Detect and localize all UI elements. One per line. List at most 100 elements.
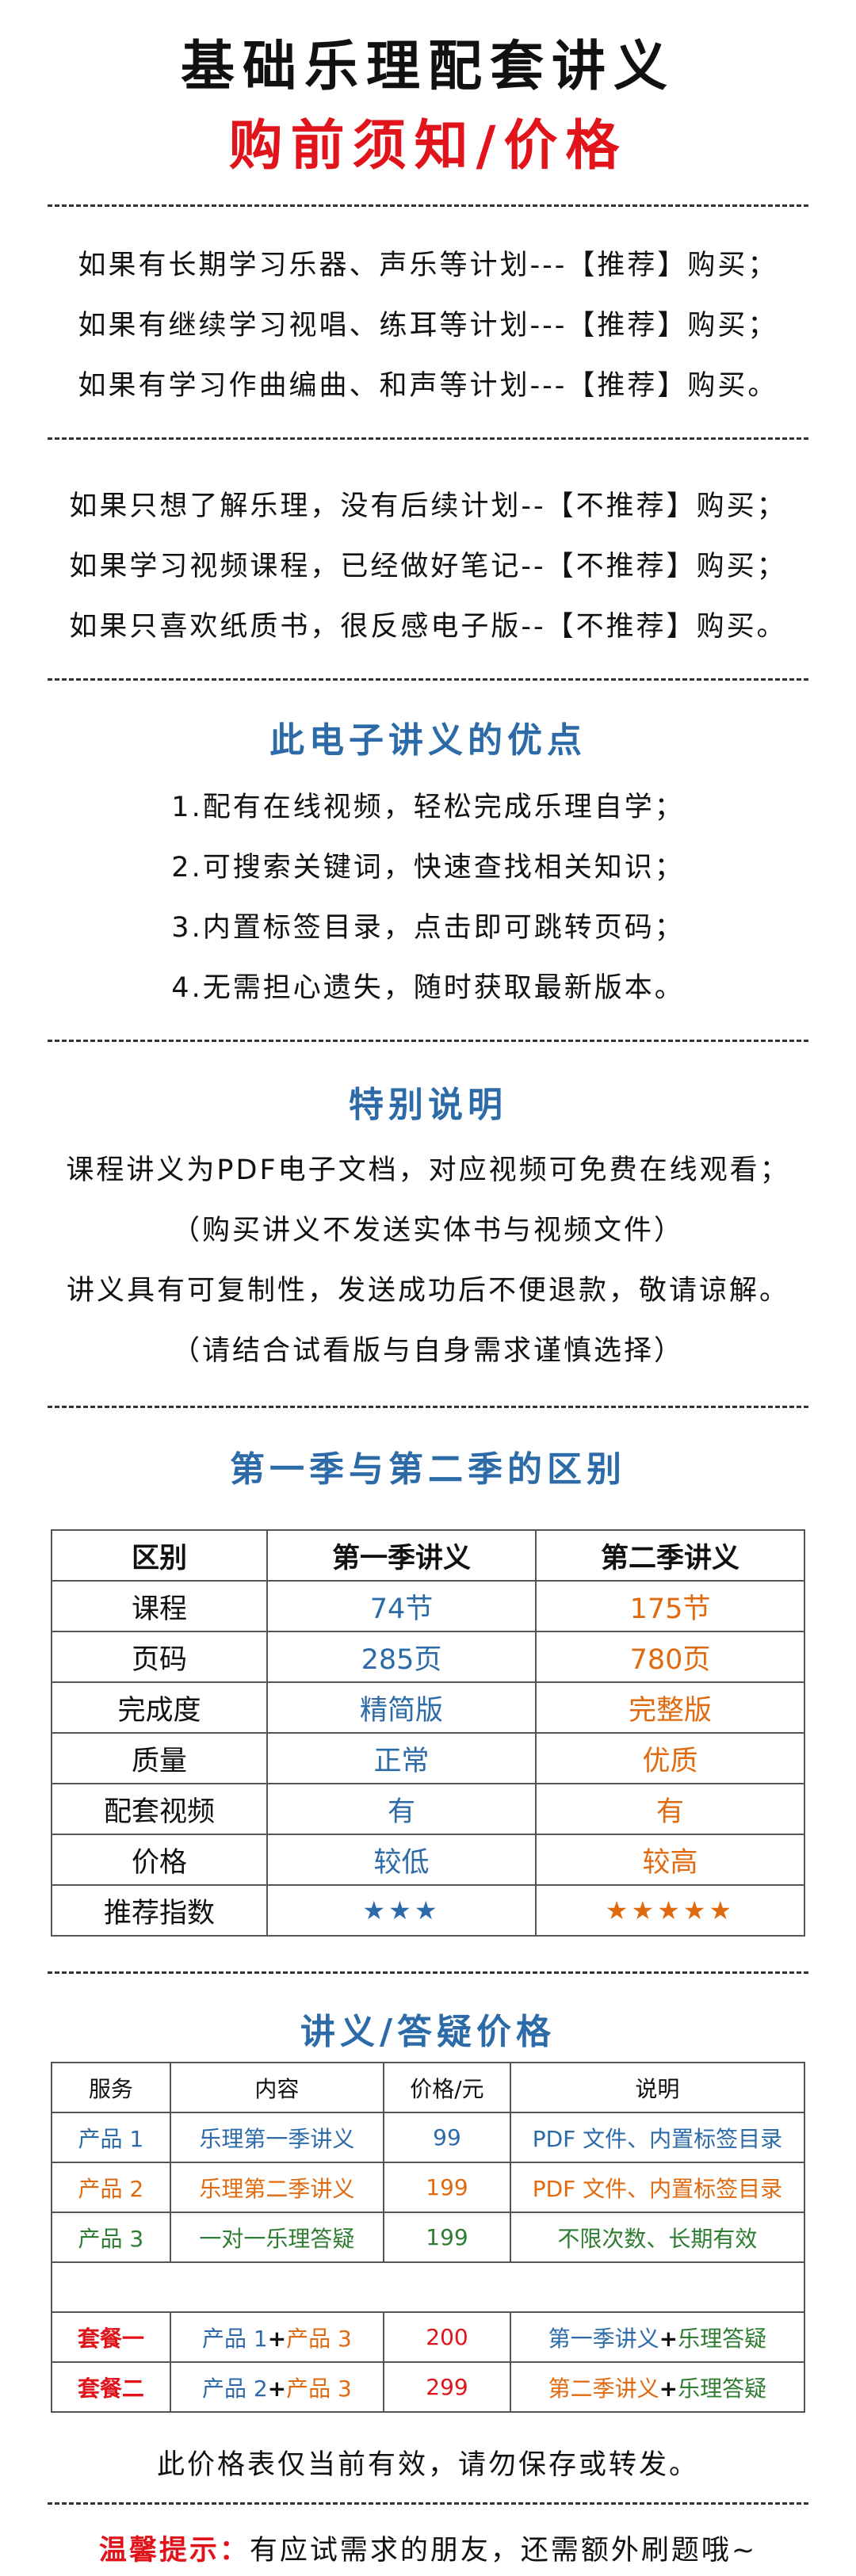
header-cell: 内容 <box>169 2062 385 2113</box>
table-row: 套餐一 产品 1+产品 3 200 第一季讲义+乐理答疑 <box>51 2311 806 2363</box>
bundle-desc: 第一季讲义+乐理答疑 <box>509 2311 806 2363</box>
plus-sign: + <box>659 2325 678 2352</box>
row-label: 配套视频 <box>51 1783 268 1835</box>
bundle-price: 200 <box>383 2311 511 2363</box>
season2-cell: 较高 <box>534 1834 806 1886</box>
bundle-desc-b: 乐理答疑 <box>678 2375 767 2402</box>
season2-cell: 780页 <box>534 1631 806 1683</box>
header-cell: 服务 <box>51 2062 171 2113</box>
plus-sign: + <box>267 2325 287 2352</box>
table-spacer-row <box>51 2261 805 2313</box>
tip-line: 温馨提示：有应试需求的朋友，还需额外刷题哦~ <box>0 2528 856 2568</box>
season1-cell: 74节 <box>266 1580 537 1632</box>
product-name: 产品 2 <box>51 2162 171 2213</box>
header-cell: 第一季讲义 <box>266 1529 537 1582</box>
product-price: 199 <box>383 2162 511 2213</box>
bundle-product-b: 产品 3 <box>286 2375 352 2402</box>
season2-cell: 有 <box>534 1783 806 1835</box>
bundle-desc: 第二季讲义+乐理答疑 <box>509 2361 806 2413</box>
product-desc: 不限次数、长期有效 <box>509 2212 806 2263</box>
page-title: 基础乐理配套讲义 <box>180 36 675 98</box>
special-item: （购买讲义不发送实体书与视频文件） <box>171 1215 684 1246</box>
divider <box>48 204 808 207</box>
tip-text: 有应试需求的朋友，还需额外刷题哦~ <box>249 2535 758 2566</box>
divider <box>48 1406 808 1408</box>
divider <box>48 437 808 440</box>
bundle-name: 套餐二 <box>51 2361 171 2413</box>
pricing-table: 服务 内容 价格/元 说明 产品 1 乐理第一季讲义 99 PDF 文件、内置标… <box>51 2062 806 2413</box>
product-content: 一对一乐理答疑 <box>169 2212 385 2263</box>
plus-sign: + <box>659 2375 678 2402</box>
bundle-desc-a: 第一季讲义 <box>548 2325 659 2352</box>
advantage-item: 4.无需担心遗失，随时获取最新版本。 <box>171 972 685 1004</box>
bundle-product-a: 产品 2 <box>201 2375 268 2402</box>
recommend-line: 如果有长期学习乐器、声乐等计划---【推荐】购买； <box>78 250 778 281</box>
season2-cell: 175节 <box>534 1580 806 1632</box>
header-cell: 第二季讲义 <box>534 1529 806 1582</box>
divider <box>48 1040 808 1042</box>
row-label: 完成度 <box>51 1681 268 1734</box>
bundle-product-b: 产品 3 <box>286 2325 352 2352</box>
special-item: （请结合试看版与自身需求谨慎选择） <box>171 1335 684 1367</box>
bundle-desc-a: 第二季讲义 <box>548 2375 659 2402</box>
table-header-row: 服务 内容 价格/元 说明 <box>51 2062 806 2113</box>
advantage-item: 1.配有在线视频，轻松完成乐理自学； <box>171 792 685 823</box>
header-cell: 价格/元 <box>383 2062 511 2113</box>
bundle-name: 套餐一 <box>51 2311 171 2363</box>
table-row: 产品 1 乐理第一季讲义 99 PDF 文件、内置标签目录 <box>51 2112 806 2163</box>
not-recommend-line: 如果只喜欢纸质书，很反感电子版--【不推荐】购买。 <box>69 611 787 643</box>
product-name: 产品 3 <box>51 2212 171 2263</box>
season1-cell: 285页 <box>266 1631 537 1683</box>
compare-heading: 第一季与第二季的区别 <box>230 1449 626 1490</box>
table-row: 价格 较低 较高 <box>51 1834 806 1886</box>
bundle-desc-b: 乐理答疑 <box>678 2325 767 2352</box>
season2-stars: ★★★★★ <box>534 1884 806 1937</box>
bundle-product-a: 产品 1 <box>201 2325 268 2352</box>
page-subtitle: 购前须知/价格 <box>228 115 628 177</box>
recommend-line: 如果有学习作曲编曲、和声等计划---【推荐】购买。 <box>78 370 778 402</box>
advantage-item: 2.可搜索关键词，快速查找相关知识； <box>171 852 685 883</box>
table-row: 配套视频 有 有 <box>51 1783 806 1835</box>
product-content: 乐理第一季讲义 <box>169 2112 385 2163</box>
product-content: 乐理第二季讲义 <box>169 2162 385 2213</box>
product-desc: PDF 文件、内置标签目录 <box>509 2112 806 2163</box>
table-row: 质量 正常 优质 <box>51 1732 806 1784</box>
table-row: 产品 2 乐理第二季讲义 199 PDF 文件、内置标签目录 <box>51 2162 806 2213</box>
table-header-row: 区别 第一季讲义 第二季讲义 <box>51 1529 806 1582</box>
product-desc: PDF 文件、内置标签目录 <box>509 2162 806 2213</box>
row-label: 页码 <box>51 1631 268 1683</box>
season2-cell: 完整版 <box>534 1681 806 1734</box>
row-label: 价格 <box>51 1834 268 1886</box>
row-label: 课程 <box>51 1580 268 1632</box>
bundle-content: 产品 1+产品 3 <box>169 2311 385 2363</box>
divider <box>48 678 808 681</box>
season2-cell: 优质 <box>534 1732 806 1784</box>
special-item: 讲义具有可复制性，发送成功后不便退款，敬请谅解。 <box>66 1275 789 1307</box>
pricing-heading: 讲义/答疑价格 <box>300 2012 556 2052</box>
row-label: 质量 <box>51 1732 268 1784</box>
header-cell: 区别 <box>51 1529 268 1582</box>
header-cell: 说明 <box>509 2062 806 2113</box>
empty-cell <box>51 2261 805 2313</box>
table-row: 完成度 精简版 完整版 <box>51 1681 806 1734</box>
pricing-footnote: 此价格表仅当前有效，请勿保存或转发。 <box>156 2449 699 2481</box>
season1-cell: 精简版 <box>266 1681 537 1734</box>
season1-cell: 正常 <box>266 1732 537 1784</box>
advantages-heading: 此电子讲义的优点 <box>269 720 587 761</box>
season1-cell: 有 <box>266 1783 537 1835</box>
recommend-line: 如果有继续学习视唱、练耳等计划---【推荐】购买； <box>78 310 778 342</box>
product-name: 产品 1 <box>51 2112 171 2163</box>
bundle-content: 产品 2+产品 3 <box>169 2361 385 2413</box>
product-price: 99 <box>383 2112 511 2163</box>
table-row: 套餐二 产品 2+产品 3 299 第二季讲义+乐理答疑 <box>51 2361 806 2413</box>
not-recommend-line: 如果学习视频课程，已经做好笔记--【不推荐】购买； <box>69 551 787 582</box>
product-price: 199 <box>383 2212 511 2263</box>
table-row: 产品 3 一对一乐理答疑 199 不限次数、长期有效 <box>51 2212 806 2263</box>
special-item: 课程讲义为PDF电子文档，对应视频可免费在线观看； <box>66 1154 790 1186</box>
table-row: 页码 285页 780页 <box>51 1631 806 1683</box>
season1-stars: ★★★ <box>266 1884 537 1937</box>
row-label: 推荐指数 <box>51 1884 268 1937</box>
plus-sign: + <box>267 2375 287 2402</box>
special-heading: 特别说明 <box>349 1085 507 1125</box>
